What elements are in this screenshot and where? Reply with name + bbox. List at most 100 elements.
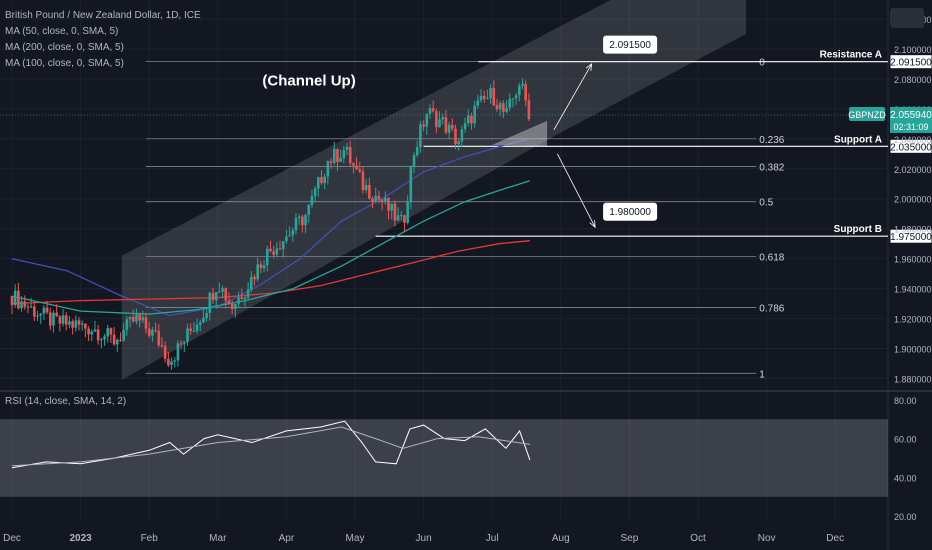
candle-body — [224, 288, 228, 301]
candle-body — [307, 204, 311, 215]
candle-body — [498, 103, 502, 110]
candle-body — [466, 115, 470, 124]
candle-body — [26, 306, 30, 308]
candle-body — [463, 123, 467, 130]
candle-body — [313, 188, 317, 197]
price-tick-label: 2.040000 — [894, 135, 932, 145]
candle-body — [409, 166, 413, 203]
candle-body — [454, 128, 457, 145]
projection-wedge — [492, 120, 548, 147]
candle-body — [125, 319, 129, 331]
candle-body — [352, 163, 355, 166]
candle-body — [138, 314, 141, 321]
candle-body — [176, 343, 180, 361]
candle-body — [141, 317, 145, 321]
candle-body — [52, 312, 55, 326]
candle-body — [84, 323, 87, 329]
candle-body — [100, 339, 103, 341]
candle-body — [147, 328, 151, 336]
candle-body — [486, 98, 489, 100]
target-down-arrow — [557, 153, 596, 228]
candle-body — [435, 111, 438, 128]
candle-body — [374, 195, 378, 202]
candle-body — [269, 248, 272, 252]
candle-body — [304, 214, 307, 226]
candle-body — [527, 100, 531, 120]
last-price-label: 2.055940 — [890, 110, 932, 121]
candle-body — [36, 315, 39, 317]
candle-body — [364, 184, 368, 190]
candle-body — [415, 147, 419, 156]
grid-lines — [0, 0, 888, 520]
candle-body — [198, 322, 202, 325]
candle-body — [278, 248, 282, 250]
candle-body — [160, 345, 164, 347]
candle-body — [250, 276, 253, 290]
ma50-legend: MA (50, close, 0, SMA, 5) — [5, 26, 119, 37]
candle-body — [406, 202, 409, 223]
candle-body — [425, 113, 429, 127]
candle-body — [502, 103, 505, 112]
candle-body — [230, 303, 234, 309]
candle-body — [253, 276, 256, 280]
fib-level-label: 0.5 — [759, 198, 773, 209]
candle-body — [272, 251, 275, 255]
candle-body — [115, 339, 119, 345]
fib-level-label: 0.786 — [759, 303, 784, 314]
fib-level-label: 0.236 — [759, 135, 784, 146]
candle-body — [492, 87, 496, 106]
time-axis-label: Feb — [141, 533, 159, 544]
moving-average-line — [11, 180, 531, 315]
candle-body — [262, 265, 266, 269]
candle-body — [122, 330, 125, 341]
candle-body — [345, 146, 349, 150]
candle-body — [167, 358, 170, 365]
candle-body — [179, 343, 183, 345]
candle-body — [186, 328, 189, 342]
target-box — [603, 35, 658, 54]
time-axis-label: Dec — [3, 533, 21, 544]
price-tick-label: 1.960000 — [894, 255, 932, 265]
ma200-legend: MA (200, close, 0, SMA, 5) — [5, 42, 124, 53]
candle-body — [371, 198, 374, 202]
candle-body — [61, 315, 65, 324]
candle-body — [202, 317, 205, 323]
price-tick-label: 2.100000 — [894, 45, 932, 55]
candle-body — [33, 306, 36, 317]
candle-body — [211, 292, 215, 301]
price-tick-label: 1.900000 — [894, 345, 932, 355]
candle-body — [470, 115, 473, 124]
candle-body — [96, 329, 100, 341]
candle-body — [48, 312, 52, 326]
symbol-label: GBPNZD — [848, 110, 886, 120]
fib-level-label: 0.618 — [759, 252, 784, 263]
candle-body — [218, 291, 221, 293]
moving-average-line — [11, 240, 530, 305]
price-tick-label: 1.980000 — [894, 225, 932, 235]
candle-body — [518, 85, 521, 96]
candle-body — [182, 341, 186, 344]
price-tick-label: 2.000000 — [894, 195, 932, 205]
toolbar-button[interactable] — [890, 8, 924, 28]
candle-body — [39, 313, 43, 316]
chart-legend: British Pound / New Zealand Dollar, 1D, … — [5, 8, 201, 72]
candle-body — [13, 290, 17, 306]
candle-body — [403, 215, 406, 223]
candle-body — [301, 216, 304, 226]
candle-body — [192, 330, 196, 332]
candle-body — [227, 300, 231, 304]
candle-body — [326, 161, 330, 177]
candle-body — [128, 316, 132, 320]
time-axis-label: Mar — [209, 533, 227, 544]
time-axis-label: May — [346, 533, 365, 544]
candle-body — [521, 83, 524, 86]
candle-body — [482, 95, 486, 100]
candle-body — [444, 117, 448, 133]
candle-body — [441, 117, 445, 120]
candle-body — [55, 312, 58, 317]
candle-body — [285, 236, 288, 242]
candles — [10, 78, 531, 370]
candle-body — [234, 303, 237, 309]
candle-body — [419, 124, 422, 148]
